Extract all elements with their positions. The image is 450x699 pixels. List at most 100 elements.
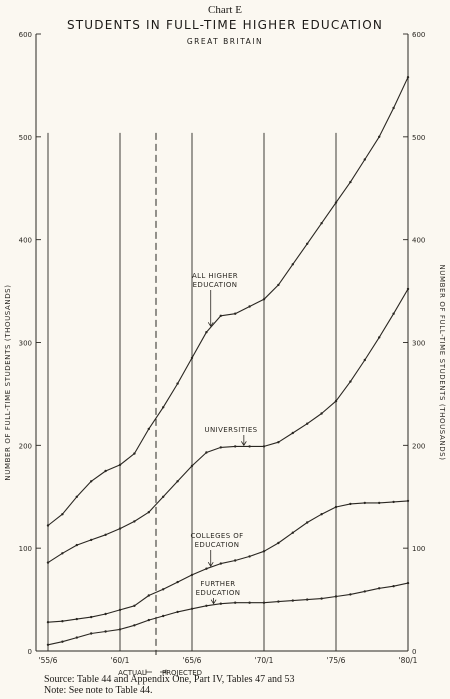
y-tick-label-right-6: 600 [412,31,425,39]
data-point-2-18 [306,521,309,524]
data-point-1-4 [104,533,107,536]
series-label-0-line-1: EDUCATION [193,281,238,289]
data-point-2-22 [363,501,366,505]
data-point-1-25 [406,287,410,291]
data-point-2-8 [162,588,165,591]
data-point-1-16 [277,441,280,444]
data-point-2-20 [334,505,338,509]
series-line-0 [47,76,409,526]
data-point-3-0 [46,643,50,646]
axis-layer [35,33,409,652]
data-point-0-25 [406,76,410,79]
series-line-3 [47,582,409,646]
data-point-1-13 [234,445,237,448]
data-point-1-0 [46,561,50,564]
data-point-3-11 [205,604,208,607]
data-point-0-18 [306,242,309,245]
data-point-1-9 [176,480,179,483]
data-point-3-18 [306,598,309,601]
data-point-1-14 [248,445,251,448]
data-point-0-16 [277,283,280,287]
data-point-2-0 [46,621,50,624]
data-point-2-6 [133,604,136,607]
data-point-3-13 [234,601,237,604]
data-point-2-5 [118,608,122,612]
data-point-0-2 [75,495,79,498]
x-tick-label-5: '80/1 [399,656,418,665]
data-point-3-10 [190,607,194,610]
data-point-2-17 [291,531,294,534]
data-point-2-25 [406,499,410,503]
data-point-0-15 [262,298,266,301]
data-point-0-9 [176,382,179,385]
y-axis-title-right: NUMBER OF FULL-TIME STUDENTS (THOUSANDS) [438,264,446,460]
x-tick-label-0: '55/6 [39,656,58,665]
data-point-1-19 [320,412,323,415]
data-point-0-21 [349,180,352,184]
y-tick-label-left-6: 600 [19,31,32,39]
data-point-0-19 [320,222,323,225]
data-point-1-20 [334,399,338,403]
y-tick-label-right-5: 500 [412,134,425,142]
data-point-2-19 [320,513,323,516]
data-point-3-14 [248,601,251,604]
data-point-0-0 [46,524,50,527]
data-point-0-13 [234,312,237,315]
data-point-0-22 [363,158,366,161]
series-label-3-line-1: EDUCATION [196,589,241,597]
data-point-2-11 [205,567,208,570]
data-point-0-5 [118,463,122,467]
data-point-3-15 [262,601,266,604]
data-point-3-17 [291,599,294,602]
data-point-0-14 [248,305,251,308]
y-tick-label-right-3: 300 [412,340,425,348]
data-point-3-22 [363,590,366,593]
data-point-1-8 [162,495,165,498]
data-point-3-25 [406,581,410,585]
data-point-0-7 [147,427,150,431]
data-point-0-8 [162,406,165,409]
y-tick-label-left-1: 100 [19,545,32,553]
data-point-3-16 [277,600,280,603]
chart-label: Chart E [208,4,242,16]
data-point-0-3 [90,480,93,483]
projected-label: PROJECTED [162,669,202,677]
series-label-2-line-0: COLLEGES OF [190,532,243,540]
data-point-0-12 [219,314,222,317]
label-layer: '55/6 '60/1 '65/6 '70/1 '75/6 '80/1 ACTUAL PROJ… [4,31,446,677]
data-point-1-17 [291,431,294,435]
data-point-1-2 [75,543,79,547]
data-point-2-9 [176,580,179,584]
x-tick-label-3: '70/1 [255,656,274,665]
chart-title: STUDENTS IN FULL-TIME HIGHER EDUCATION [66,18,384,32]
data-point-0-10 [190,356,194,360]
data-point-1-10 [190,464,194,468]
actual-arrow [145,669,152,675]
series-label-arrow-3 [210,598,217,605]
series-line-1 [47,288,409,564]
data-point-0-4 [104,469,107,473]
data-point-1-15 [262,445,266,448]
series-label-arrow-1 [241,435,247,447]
data-point-0-11 [205,331,208,334]
data-point-1-5 [118,527,122,530]
data-point-1-1 [61,552,64,555]
data-point-3-21 [349,593,352,596]
data-point-3-6 [133,624,136,627]
data-point-0-24 [392,106,395,110]
data-point-2-1 [61,620,64,623]
data-point-1-23 [378,336,381,339]
series-label-arrow-2 [207,550,214,567]
actual-label: ACTUAL [118,669,146,677]
x-tick-label-2: '65/6 [183,656,202,665]
series-line-2 [47,500,409,623]
data-point-2-13 [234,559,237,562]
data-point-2-7 [147,594,150,597]
series-label-3-line-0: FURTHER [200,580,235,588]
data-point-3-3 [90,632,93,635]
data-point-0-1 [61,513,64,516]
grid-layer [47,132,337,655]
data-point-1-12 [219,446,222,449]
y-tick-label-right-4: 400 [412,237,425,245]
